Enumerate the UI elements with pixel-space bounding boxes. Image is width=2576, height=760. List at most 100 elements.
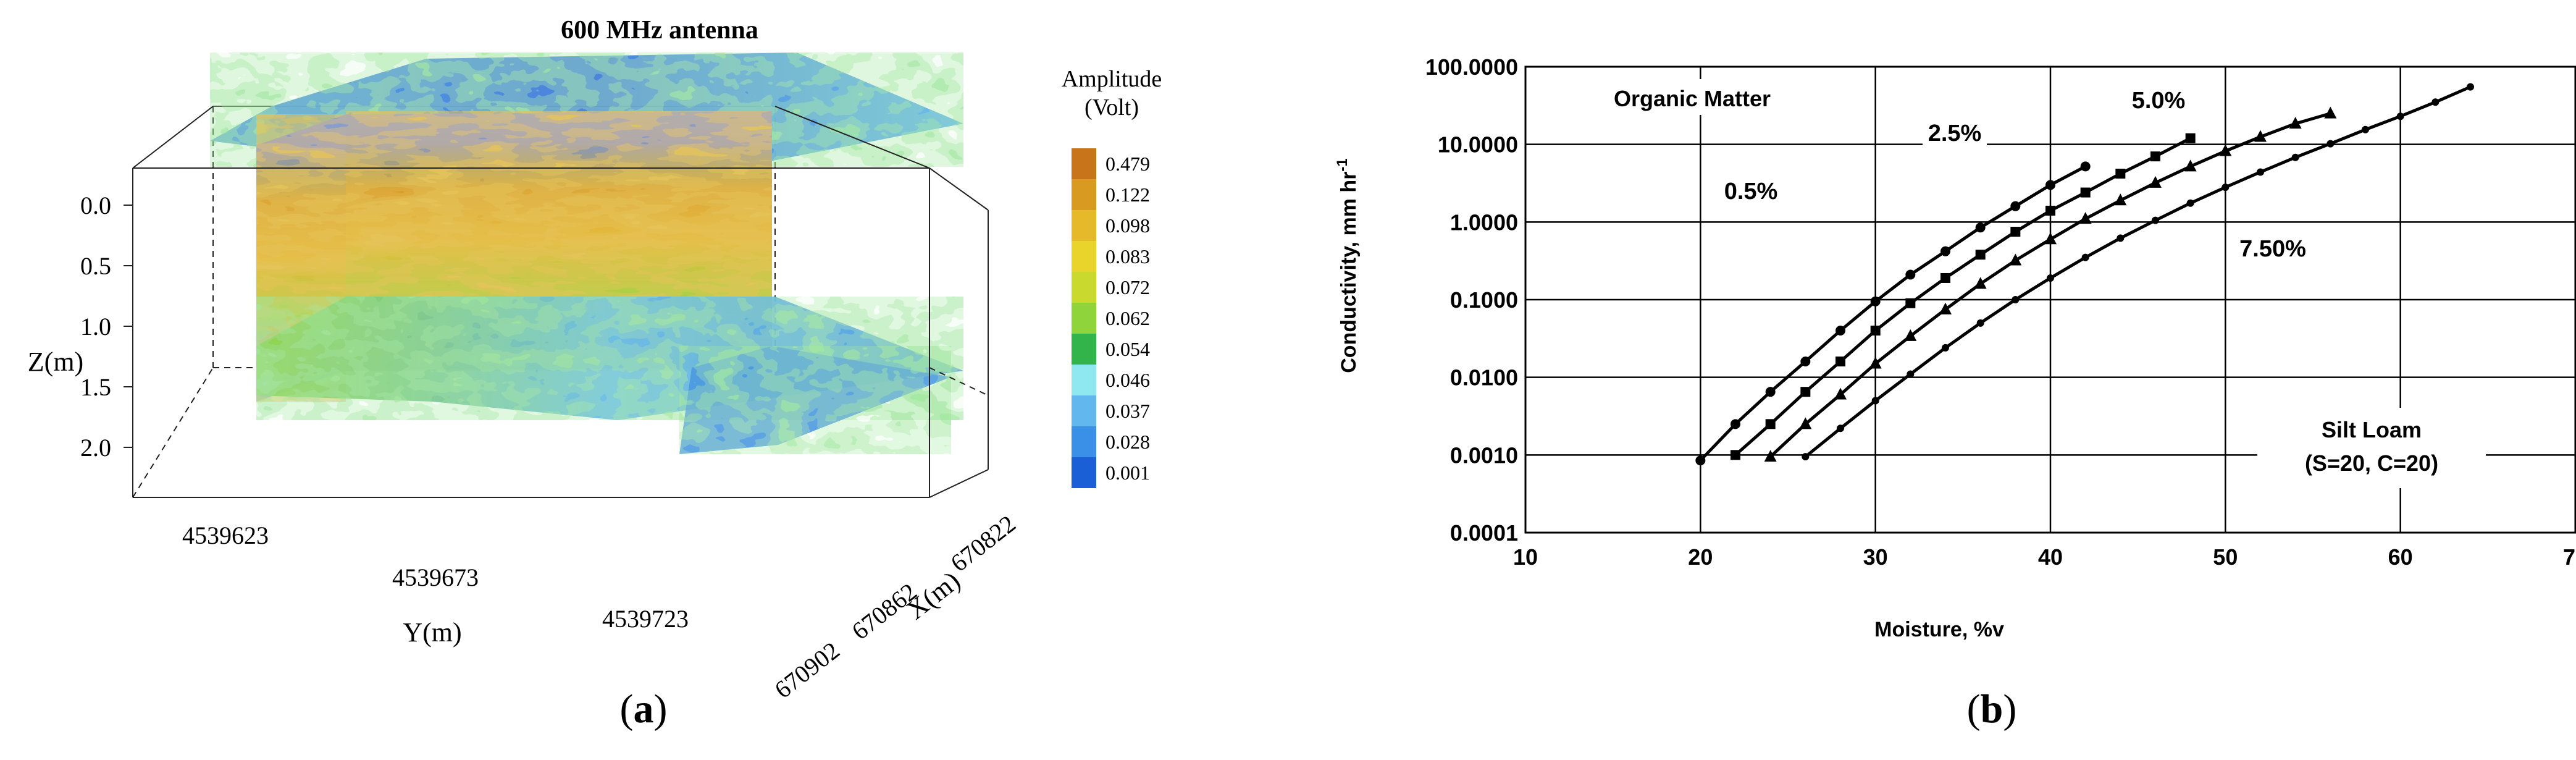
y-axis-ticks: 4539623 4539673 4539723	[182, 521, 689, 633]
series-marker	[2184, 159, 2197, 172]
series-marker	[2150, 151, 2160, 162]
series-marker	[2081, 253, 2089, 261]
series-marker	[1695, 455, 1706, 466]
series-marker	[2467, 83, 2474, 91]
series-marker	[1976, 319, 1984, 327]
y-tick-label: 0.0001	[1450, 520, 1518, 546]
colorbar-label: 0.072	[1105, 276, 1150, 298]
series-marker	[2324, 106, 2337, 119]
colorbar-label: 0.046	[1105, 369, 1150, 391]
colorbar-label: 0.054	[1105, 338, 1150, 360]
series-marker	[2149, 175, 2162, 188]
right-lower-slice	[679, 346, 951, 454]
series-marker	[2221, 184, 2230, 192]
panel-b-caption: (b)	[1966, 686, 2017, 732]
series-marker	[2257, 168, 2264, 176]
series-marker	[2219, 144, 2232, 156]
panel-b-conductivity-chart: 100.0000 10.0000 1.0000 0.1000 0.0100 0.0010 0…	[1288, 0, 2576, 760]
y-tick-label: 4539723	[602, 605, 689, 633]
colorbar-label: 0.122	[1105, 184, 1150, 206]
series-marker	[1837, 424, 1844, 433]
series-marker	[1764, 450, 1777, 462]
series-line	[1734, 137, 2191, 457]
series-label-bg	[2234, 233, 2312, 264]
amplitude-colorbar: 0.479 0.122 0.098 0.083 0.072 0.062 0.054 0.046…	[1072, 148, 1150, 488]
series-marker	[1836, 357, 1845, 367]
series-marker	[1799, 417, 1812, 429]
colorbar-swatch	[1072, 334, 1096, 365]
series-marker	[1765, 419, 1776, 429]
organic-matter-label-bg	[1600, 79, 1785, 115]
series-marker	[2254, 130, 2267, 142]
series-marker	[2289, 117, 2302, 129]
series-label: 7.50%	[2239, 236, 2306, 262]
x-tick-label: 670822	[946, 510, 1021, 577]
series-marker	[1975, 250, 1986, 260]
z-tick-label: 0.0	[80, 192, 111, 219]
colorbar-label: 0.037	[1105, 400, 1150, 422]
series-line	[1699, 165, 2086, 462]
colorbar-swatch	[1072, 148, 1096, 179]
y-tick-label: 4539673	[392, 564, 479, 591]
y-tick-label: 10.0000	[1438, 132, 1518, 158]
series-marker	[2012, 296, 2020, 303]
series-line	[1804, 85, 2471, 458]
y-tick-label: 1.0000	[1450, 209, 1518, 235]
legend-title-line1: Amplitude	[1062, 66, 1162, 92]
series-label-bg	[2126, 85, 2191, 116]
chart-series	[1695, 83, 2474, 466]
conductivity-chart: 100.0000 10.0000 1.0000 0.1000 0.0100 0.0010 0…	[1334, 54, 2576, 641]
colorbar-swatch	[1072, 179, 1096, 210]
series-marker	[2326, 140, 2335, 148]
series-marker	[2047, 274, 2054, 282]
series-marker	[1940, 272, 1950, 283]
series-marker	[1869, 357, 1882, 369]
y-axis-label: Y(m)	[403, 617, 461, 648]
colorbar-swatch	[1072, 426, 1096, 457]
series-marker	[1940, 246, 1950, 256]
series-marker	[2186, 199, 2194, 207]
y-tick-label: 100.0000	[1425, 54, 1518, 80]
series-marker	[1905, 269, 1916, 280]
colorbar-label: 0.083	[1105, 245, 1150, 268]
series-marker	[2080, 187, 2091, 198]
z-axis-ticks: 0.0 0.5 1.0 1.5 2.0	[80, 192, 133, 462]
colorbar-swatch	[1072, 365, 1096, 395]
z-axis-label: Z(m)	[28, 347, 83, 377]
series-marker	[2044, 232, 2057, 245]
series-marker	[1870, 296, 1881, 306]
organic-matter-label: Organic Matter	[1614, 86, 1771, 111]
series-marker	[1800, 387, 1811, 397]
box-front-edges	[132, 106, 989, 498]
series-marker	[2045, 205, 2055, 216]
colorbar-label: 0.479	[1105, 153, 1150, 175]
series-labels: 0.5% 2.5% 5.0% 7.50%	[1719, 85, 2312, 264]
gpr-3d-figure: 600 MHz antenna Z(m) 0.0 0.5 1.0 1.5 2.0 Y(m…	[28, 16, 1162, 704]
series-marker	[2010, 201, 2021, 211]
z-tick-label: 2.0	[80, 434, 111, 462]
series-marker	[1942, 344, 1949, 352]
series-label: 0.5%	[1724, 179, 1778, 205]
series-marker	[2115, 169, 2126, 179]
z-tick-label: 1.0	[80, 313, 111, 340]
series-marker	[2045, 180, 2055, 190]
colorbar-label: 0.028	[1105, 431, 1150, 453]
series-label-bg	[1719, 175, 1783, 206]
series-marker	[1765, 387, 1776, 397]
panel-a-caption: (a)	[619, 686, 668, 732]
x-tick-label: 70	[2563, 544, 2576, 570]
x-tick-label: 40	[2038, 544, 2063, 570]
x-tick-label: 60	[2388, 544, 2413, 570]
series-marker	[1871, 397, 1879, 405]
x-tick-label: 50	[2213, 544, 2238, 570]
series-marker	[2396, 112, 2404, 120]
series-marker	[2079, 212, 2092, 224]
series-marker	[1904, 329, 1917, 341]
x-tick-labels: 10 20 30 40 50 60 70	[1513, 544, 2576, 570]
series-marker	[2010, 227, 2021, 237]
panel-a-gpr-3d: 600 MHz antenna Z(m) 0.0 0.5 1.0 1.5 2.0 Y(m…	[28, 16, 1162, 732]
series-marker	[2117, 234, 2125, 242]
silt-loam-label-bg	[2257, 408, 2486, 488]
y-tick-label: 0.0100	[1450, 365, 1518, 391]
